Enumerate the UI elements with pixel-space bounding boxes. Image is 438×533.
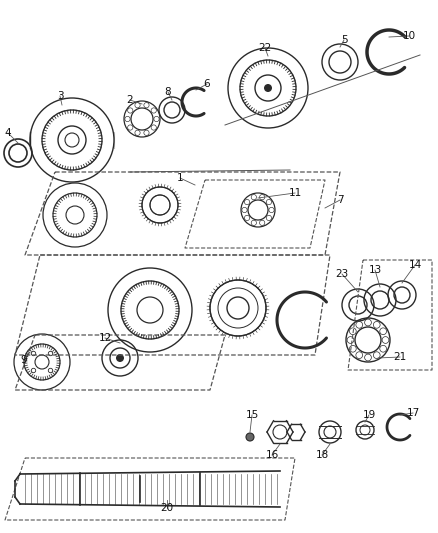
Text: 4: 4: [5, 128, 11, 138]
Text: 3: 3: [57, 91, 64, 101]
Text: 16: 16: [265, 450, 279, 460]
Text: 22: 22: [258, 43, 272, 53]
Text: 18: 18: [315, 450, 328, 460]
Text: 9: 9: [21, 355, 27, 365]
Circle shape: [246, 433, 254, 441]
Circle shape: [264, 84, 272, 92]
Text: 2: 2: [127, 95, 133, 105]
Text: 11: 11: [288, 188, 302, 198]
Text: 12: 12: [99, 333, 112, 343]
Text: 6: 6: [204, 79, 210, 89]
Text: 10: 10: [403, 31, 416, 41]
Text: 23: 23: [336, 269, 349, 279]
Text: 7: 7: [337, 195, 343, 205]
Text: 5: 5: [341, 35, 347, 45]
Text: 13: 13: [368, 265, 381, 275]
Text: 17: 17: [406, 408, 420, 418]
Text: 15: 15: [245, 410, 258, 420]
Text: 21: 21: [393, 352, 406, 362]
Text: 19: 19: [362, 410, 376, 420]
Text: 20: 20: [160, 503, 173, 513]
Circle shape: [116, 354, 124, 362]
Text: 8: 8: [165, 87, 171, 97]
Text: 1: 1: [177, 173, 184, 183]
Text: 14: 14: [408, 260, 422, 270]
